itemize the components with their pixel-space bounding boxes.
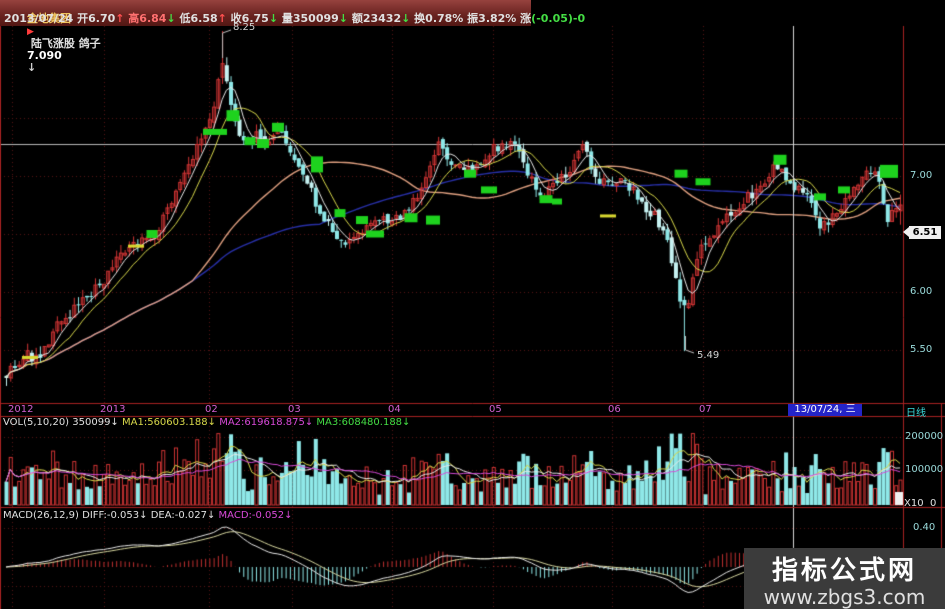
macd-indicator-header[interactable]: MACD(26,12,9) DIFF:-0.053↓ DEA:-0.027↓ M… <box>3 510 293 521</box>
title-line: 金地集团 ▶ 陆飞涨股 鸽子 7.090 ↓ <box>4 1 104 86</box>
quote-info-segment: 收6.75 <box>230 12 269 25</box>
vol-header-segment: VOL(5,10,20) 350099↓ <box>3 417 122 428</box>
quote-info-segment: 低6.58 <box>179 12 218 25</box>
macd-header-segment: DIFF:-0.053↓ <box>82 510 151 521</box>
macd-header-segment: MACD(26,12,9) <box>3 510 83 521</box>
x-axis-tick: 05 <box>489 404 502 415</box>
x-axis-tick: 04 <box>388 404 401 415</box>
watermark-box: 指标公式网 www.zbgs3.com <box>744 548 945 609</box>
period-selector-daily[interactable]: 日线 <box>906 408 926 419</box>
quote-info-segment: ↑ <box>217 12 231 25</box>
vol-header-segment: MA1:560603.188↓ <box>122 417 220 428</box>
price-axis-label: 5.50 <box>910 344 933 355</box>
vol-header-segment: MA3:608480.188↓ <box>316 417 411 428</box>
quote-info-segment: ↓ <box>338 12 352 25</box>
quote-info-segment: ↓ <box>166 12 180 25</box>
low-annotation: 5.49 <box>697 350 720 361</box>
quote-info-segment: (-0.05)-0 <box>531 12 586 25</box>
macd-header-segment: MACD:-0.052↓ <box>218 510 293 521</box>
quote-info-segment: ↓ <box>401 12 415 25</box>
x-axis-tick: 06 <box>608 404 621 415</box>
play-icon: ▶ <box>26 27 34 38</box>
macd-header-segment: DEA:-0.027↓ <box>150 510 219 521</box>
x-axis-tick: 02 <box>205 404 218 415</box>
x-axis-tick: 03 <box>288 404 301 415</box>
macd-axis-040: 0.40 <box>913 522 936 533</box>
quote-info-segment: 额23432 <box>351 12 402 25</box>
price-axis-label: 7.00 <box>910 170 933 181</box>
current-price-tag: 6.51 <box>903 226 941 239</box>
x-axis-tick: 2013 <box>100 404 126 415</box>
price-axis-label: 6.00 <box>910 286 933 297</box>
high-annotation: 8.25 <box>233 22 256 33</box>
x-axis-tick: 07 <box>699 404 712 415</box>
down-arrow-icon: ↓ <box>26 61 37 75</box>
vol-axis-200000: 200000 <box>905 431 944 442</box>
quote-info-segment: 开6.70 <box>77 12 116 25</box>
quote-info-segment: ↑ <box>115 12 129 25</box>
top-info-bar: 金地集团 ▶ 陆飞涨股 鸽子 7.090 ↓ 2013/07/24 开6.70↑… <box>0 0 585 74</box>
crosshair-date-label: 13/07/24, 三 <box>788 404 862 416</box>
quote-info-segment: 高6.84 <box>128 12 167 25</box>
quote-info-segment: 量350099 <box>281 12 339 25</box>
quote-info-segment: ↓ <box>268 12 282 25</box>
quote-info-segment: 换0.78% <box>414 12 468 25</box>
x-axis-tick: 2012 <box>8 404 34 415</box>
volume-indicator-header[interactable]: VOL(5,10,20) 350099↓ MA1:560603.188↓ MA2… <box>3 417 410 428</box>
quote-info-segment: 振3.82% <box>467 12 521 25</box>
vol-header-segment: MA2:619618.875↓ <box>219 417 317 428</box>
vol-axis-100000: 100000 <box>905 464 944 475</box>
quote-info-segment: 涨 <box>520 12 532 25</box>
vol-axis-unit: X10 <box>904 498 924 509</box>
stock-name: 金地集团 <box>26 12 71 26</box>
quote-info-line: 2013/07/24 开6.70↑ 高6.84↓ 低6.58↑ 收6.75↓ 量… <box>4 12 586 25</box>
watermark-url: www.zbgs3.com <box>763 585 926 609</box>
quote-info-segment: 2013/07/24 <box>4 12 78 25</box>
watermark-title: 指标公式网 <box>771 556 917 586</box>
vol-axis-zero: 0 <box>930 498 937 509</box>
indicator-price: 7.090 <box>26 49 62 63</box>
indicator-title: 陆飞涨股 鸽子 <box>26 37 105 51</box>
